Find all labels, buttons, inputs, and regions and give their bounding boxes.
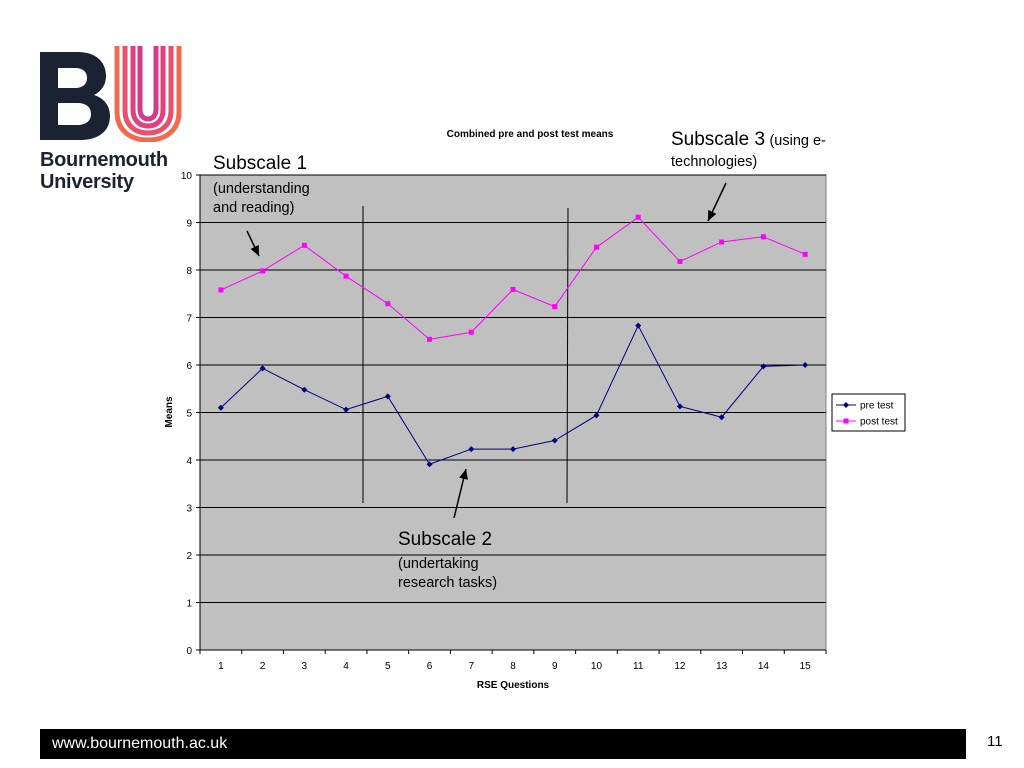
data-point-post-test bbox=[802, 251, 808, 257]
data-point-post-test bbox=[719, 239, 725, 245]
axes bbox=[196, 174, 827, 654]
divider-line-subscale-2-3 bbox=[566, 207, 569, 504]
data-point-post-test bbox=[218, 287, 224, 293]
subscale2-title: Subscale 2 bbox=[398, 529, 493, 550]
data-point-post-test bbox=[552, 304, 558, 310]
y-tick-label: 5 bbox=[186, 409, 192, 420]
y-tick-label: 0 bbox=[186, 646, 192, 657]
arrow-subscale-3 bbox=[707, 182, 727, 222]
series-markers bbox=[217, 214, 809, 468]
data-point-pre-test bbox=[468, 446, 475, 453]
subscale1-line1: (understanding bbox=[213, 181, 310, 197]
page-number: 11 bbox=[987, 733, 1003, 750]
legend-label: pre test bbox=[860, 401, 894, 412]
x-tick-label: 7 bbox=[468, 661, 474, 672]
y-tick-label: 7 bbox=[186, 314, 192, 325]
data-point-pre-test bbox=[802, 362, 809, 368]
bu-logo-icon bbox=[40, 46, 182, 143]
data-point-post-test bbox=[343, 273, 349, 279]
data-point-post-test bbox=[385, 301, 391, 307]
arrow-head bbox=[708, 210, 717, 221]
data-point-pre-test bbox=[343, 406, 350, 413]
x-tick-label: 11 bbox=[633, 661, 644, 672]
x-tick-label: 14 bbox=[758, 661, 770, 672]
data-point-pre-test bbox=[593, 412, 600, 419]
x-tick-label: 9 bbox=[552, 661, 558, 672]
x-tick-label: 2 bbox=[260, 661, 266, 672]
arrow-head bbox=[250, 245, 259, 256]
data-point-post-test bbox=[760, 234, 766, 240]
x-tick-label: 4 bbox=[343, 661, 349, 672]
subscale3-detail: (using e- bbox=[769, 133, 826, 149]
y-tick-label: 1 bbox=[186, 599, 192, 610]
legend-box bbox=[831, 393, 906, 432]
subscale1-title: Subscale 1 bbox=[213, 153, 308, 174]
data-point-pre-test bbox=[217, 404, 224, 411]
chart-title: Combined pre and post test means bbox=[447, 129, 614, 140]
logo-letter-u bbox=[114, 46, 182, 143]
data-point-pre-test bbox=[384, 393, 391, 400]
data-point-pre-test bbox=[718, 414, 725, 421]
subscale2-line2: research tasks) bbox=[398, 575, 498, 591]
data-point-post-test bbox=[301, 242, 307, 248]
subscale-dividers bbox=[362, 206, 569, 504]
subscale2-line1: (undertaking bbox=[398, 556, 479, 572]
data-point-pre-test bbox=[301, 386, 308, 393]
y-tick-label: 9 bbox=[186, 219, 192, 230]
data-point-pre-test bbox=[426, 461, 433, 468]
legend: pre test post test bbox=[831, 393, 906, 432]
x-tick-label: 6 bbox=[427, 661, 433, 672]
arrow-subscale-1 bbox=[246, 230, 260, 257]
subscale1-line2: and reading) bbox=[213, 200, 295, 216]
arrow-head bbox=[459, 469, 468, 480]
subscale3-heading: Subscale 3 (using e- bbox=[671, 129, 826, 151]
x-tick-label: 10 bbox=[591, 661, 603, 672]
logo-text-bournemouth: Bournemouth bbox=[40, 149, 168, 171]
arrow-subscale-2 bbox=[453, 468, 468, 519]
logo-text-university: University bbox=[40, 171, 134, 193]
data-point-pre-test bbox=[676, 403, 683, 410]
x-axis-title: RSE Questions bbox=[477, 680, 550, 691]
y-tick-label: 10 bbox=[181, 171, 193, 182]
x-tick-label: 12 bbox=[674, 661, 686, 672]
legend-marker bbox=[843, 418, 849, 424]
legend-marker bbox=[843, 402, 849, 408]
data-point-post-test bbox=[677, 258, 683, 264]
data-point-pre-test bbox=[760, 363, 767, 370]
x-tick-label: 3 bbox=[302, 661, 308, 672]
y-axis-title: Means bbox=[164, 396, 175, 428]
data-point-pre-test bbox=[510, 446, 516, 453]
y-tick-label: 6 bbox=[186, 361, 192, 372]
university-logo bbox=[40, 42, 185, 147]
y-tick-label: 2 bbox=[186, 551, 192, 562]
x-tick-label: 8 bbox=[510, 661, 516, 672]
y-tick-label: 3 bbox=[186, 504, 192, 515]
data-point-pre-test bbox=[259, 365, 266, 372]
x-tick-label: 15 bbox=[800, 661, 812, 672]
data-point-post-test bbox=[427, 336, 433, 342]
y-tick-label: 4 bbox=[186, 456, 192, 467]
data-point-post-test bbox=[593, 244, 599, 250]
logo-letter-b bbox=[40, 52, 110, 140]
data-point-post-test bbox=[635, 214, 641, 220]
annotation-arrows bbox=[246, 182, 727, 519]
data-point-post-test bbox=[510, 286, 516, 292]
x-tick-label: 5 bbox=[385, 661, 391, 672]
y-tick-label: 8 bbox=[186, 266, 192, 277]
data-point-post-test bbox=[468, 329, 474, 335]
data-point-post-test bbox=[260, 268, 266, 274]
footer-bar: www.bournemouth.ac.uk bbox=[40, 729, 966, 759]
gridlines bbox=[200, 174, 826, 603]
x-tick-label: 1 bbox=[218, 661, 224, 672]
subscale3-title: Subscale 3 bbox=[671, 129, 766, 150]
legend-label: post test bbox=[860, 417, 898, 428]
subscale3-line2: technologies) bbox=[671, 154, 758, 170]
x-tick-label: 13 bbox=[716, 661, 728, 672]
footer-website-link[interactable]: www.bournemouth.ac.uk bbox=[52, 735, 228, 752]
data-point-pre-test bbox=[551, 437, 558, 444]
data-point-pre-test bbox=[635, 322, 642, 329]
